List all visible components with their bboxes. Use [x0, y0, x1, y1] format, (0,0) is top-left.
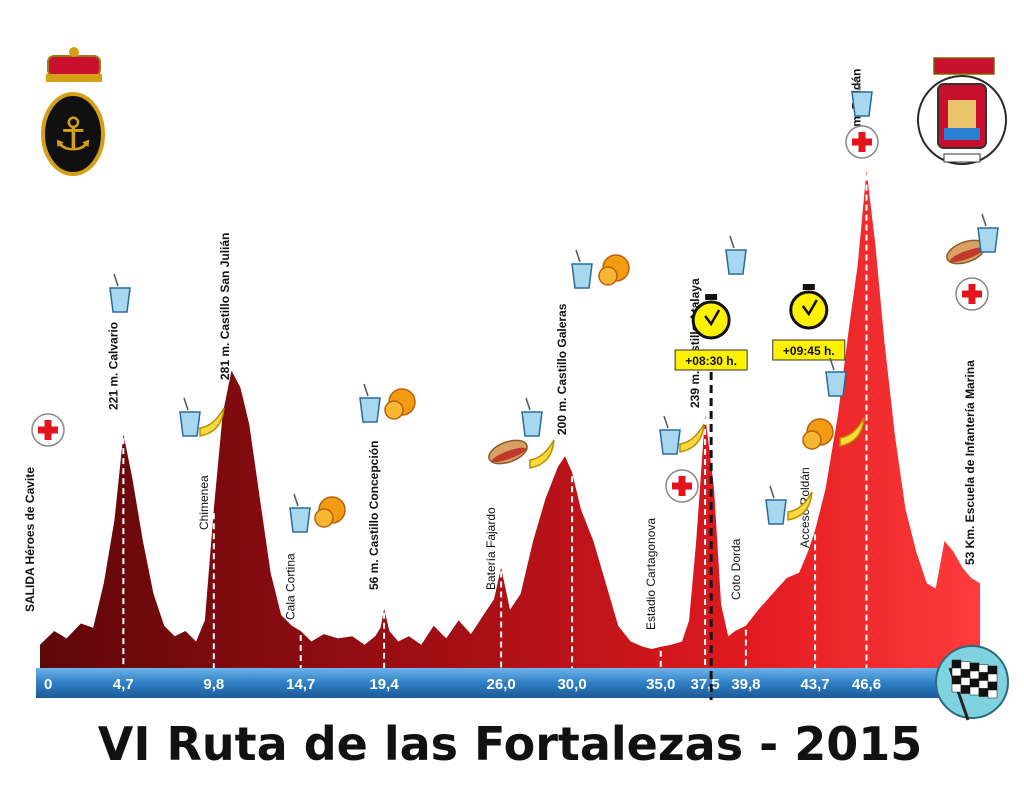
time-cut-label: +09:45 h.: [783, 344, 835, 358]
waypoint-label: 56 m. Castillo Concepción: [367, 441, 381, 590]
km-tick-label: 46,6: [852, 676, 881, 693]
red-cross-icon: [665, 469, 699, 503]
water-glass-icon: [571, 249, 593, 289]
waypoint-label: 239 m. Castillo Atalaya: [688, 278, 702, 408]
water-glass-icon: [179, 397, 201, 437]
km-tick-label: 9,8: [203, 676, 224, 693]
orange-icon: [802, 418, 834, 450]
km-tick-label: 37,5: [690, 676, 719, 693]
time-cut-label: +08:30 h.: [685, 354, 737, 368]
waypoint-label: Cala Cortina: [284, 553, 298, 620]
orange-icon: [384, 388, 416, 420]
banana-icon: [199, 407, 225, 437]
chart-title: VI Ruta de las Fortalezas - 2015: [98, 717, 922, 771]
banana-icon: [529, 439, 555, 469]
water-glass-icon: [851, 77, 873, 117]
water-glass-icon: [825, 357, 847, 397]
aid-station-icons: [31, 77, 999, 533]
water-glass-icon: [725, 235, 747, 275]
svg-text:⚓: ⚓: [52, 107, 93, 161]
red-cross-icon: [955, 277, 989, 311]
waypoint-label: Coto Dorda: [729, 538, 743, 600]
navy-anchor-emblem: ⚓: [41, 47, 105, 176]
time-cuts: +08:30 h. +09:45 h.: [674, 284, 846, 700]
waypoint-label: 53 Km. Escuela de Infantería Marina: [963, 360, 977, 565]
checkered-flag-icon: [935, 645, 1009, 721]
banana-icon: [787, 491, 813, 521]
water-glass-icon: [289, 493, 311, 533]
waypoint-label: Estadio Cartagonova: [644, 518, 658, 630]
orange-icon: [314, 496, 346, 528]
km-tick-label: 19,4: [369, 676, 399, 693]
km-tick-label: 14,7: [286, 676, 315, 693]
water-glass-icon: [359, 383, 381, 423]
km-tick-label: 39,8: [731, 676, 760, 693]
km-tick-label: 4,7: [113, 676, 134, 693]
banana-icon: [839, 417, 865, 447]
km-tick-label: 26,0: [487, 676, 516, 693]
water-glass-icon: [521, 397, 543, 437]
red-cross-icon: [845, 125, 879, 159]
waypoint-marker-lines: [122, 174, 868, 668]
time-cut: +09:45 h.: [772, 284, 846, 361]
waypoint-label: 281 m. Castillo San Julián: [218, 233, 232, 380]
waypoint-labels: SALIDA Héroes de Cavite 221 m. Calvario Ch…: [23, 69, 977, 630]
water-glass-icon: [109, 273, 131, 313]
km-tick-label: 35,0: [646, 676, 675, 693]
km-tick-label: 30,0: [557, 676, 586, 693]
time-cut: +08:30 h.: [674, 294, 748, 700]
stopwatch-icon: [691, 300, 731, 340]
cartagena-coat-of-arms: [917, 57, 1007, 165]
water-glass-icon: [659, 415, 681, 455]
stopwatch-icon: [789, 290, 829, 330]
km-tick-label: 43,7: [800, 676, 829, 693]
sandwich-icon: [488, 439, 528, 465]
km-tick-labels: 0 4,7 9,8 14,7 19,4 26,0 30,0 35,0 37,5 39,8 43,7 4…: [44, 676, 881, 693]
orange-icon: [598, 254, 630, 286]
water-glass-icon: [977, 213, 999, 253]
water-glass-icon: [765, 485, 787, 525]
red-cross-icon: [31, 413, 65, 447]
banana-icon: [679, 423, 705, 453]
km-axis-band: [36, 668, 941, 698]
waypoint-label: Batería Fajardo: [484, 507, 498, 590]
waypoint-label: 200 m. Castillo Galeras: [555, 303, 569, 435]
waypoint-label: SALIDA Héroes de Cavite: [23, 467, 37, 612]
elevation-profile-area: [40, 170, 980, 668]
waypoint-label: Chimenea: [197, 475, 211, 530]
waypoint-label: 221 m. Calvario: [106, 322, 120, 410]
km-tick-label: 0: [44, 676, 52, 693]
